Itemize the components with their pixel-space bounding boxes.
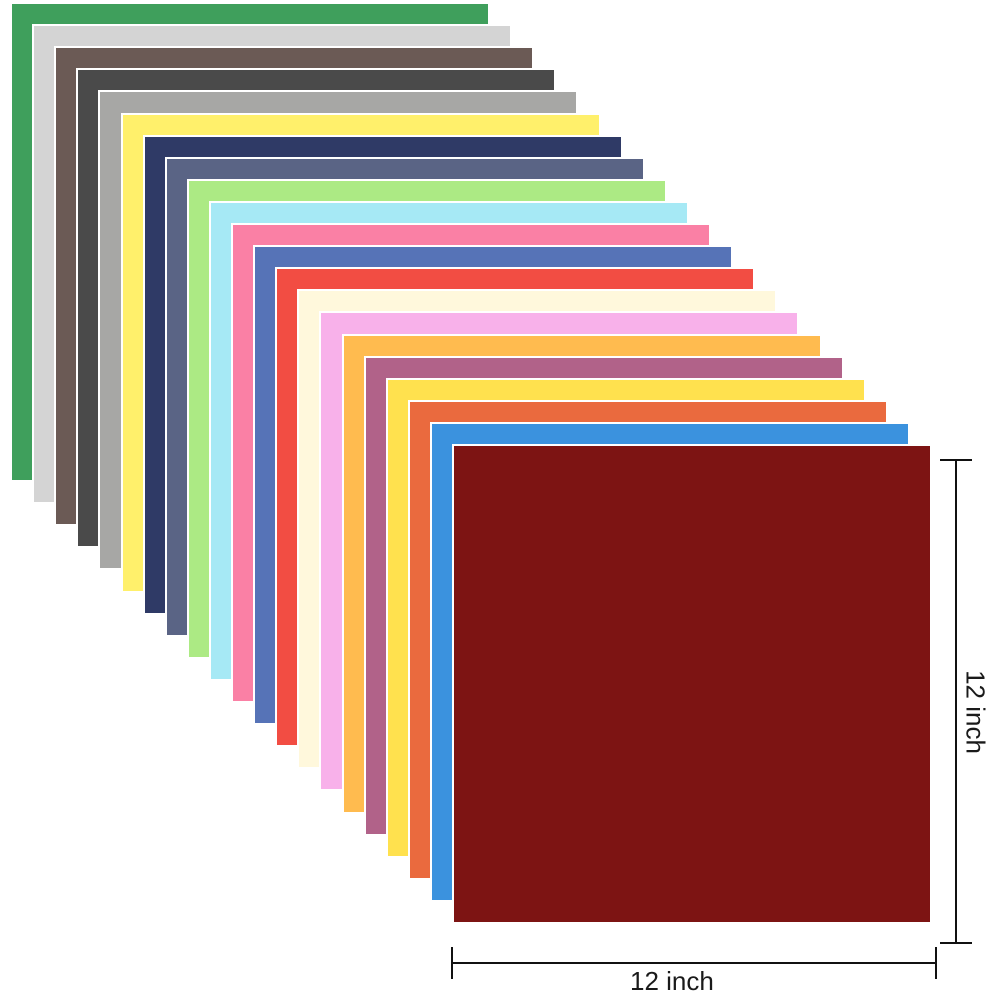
height-dimension-top-tick (940, 459, 972, 461)
height-dimension-line (955, 460, 957, 943)
width-dimension-line (452, 962, 936, 964)
paper-sheet-maroon (452, 444, 932, 924)
height-dimension-bottom-tick (940, 942, 972, 944)
width-label: 12 inch (630, 966, 714, 996)
width-dimension-right-tick (935, 947, 937, 979)
width-dimension-left-tick (451, 947, 453, 979)
height-label: 12 inch (960, 670, 991, 754)
